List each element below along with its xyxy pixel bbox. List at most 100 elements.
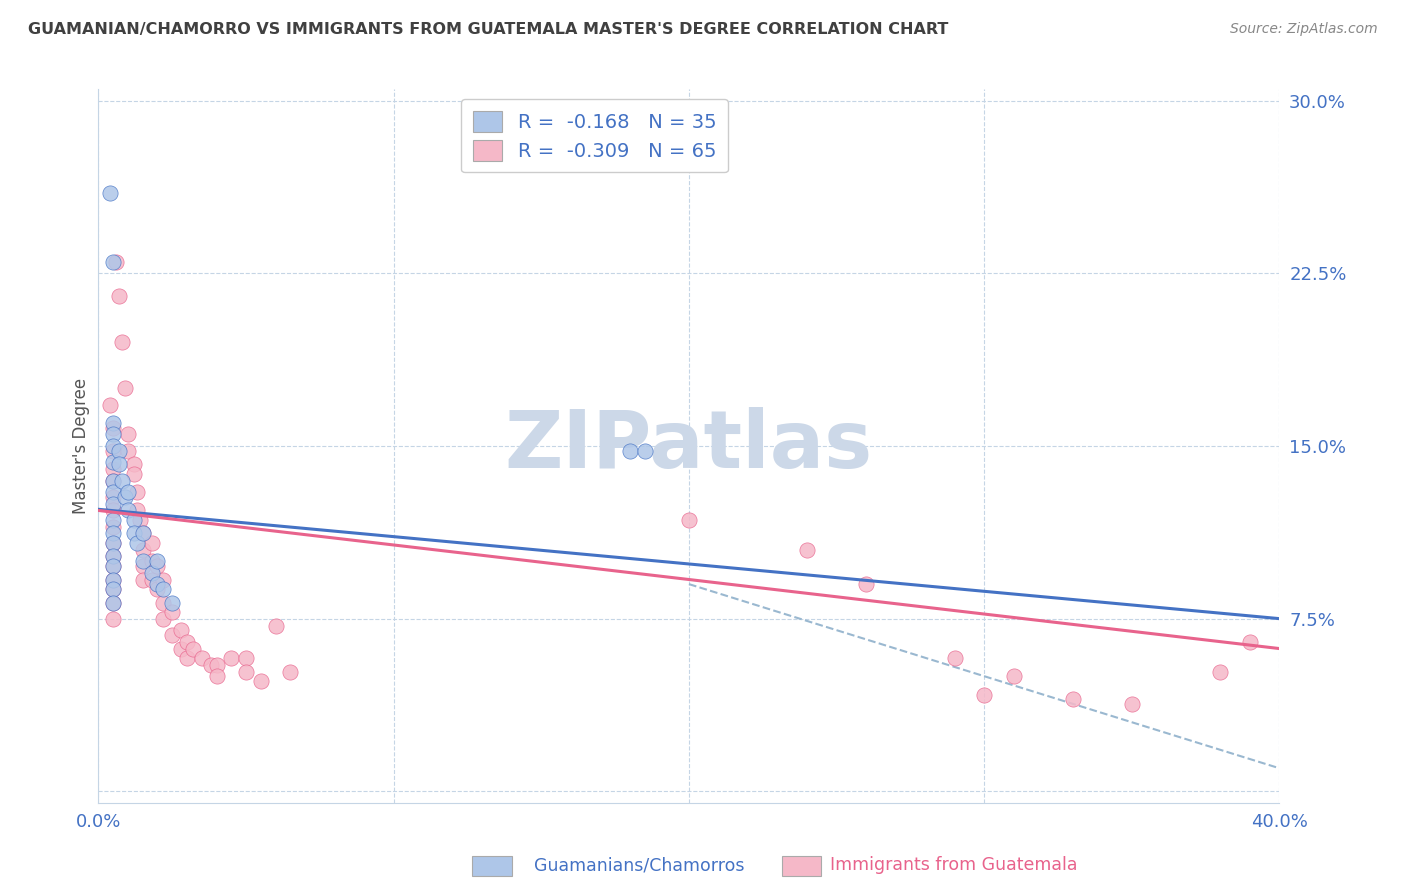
Point: [855, 577, 877, 591]
Point: [1002, 669, 1025, 683]
Point: [125, 535, 148, 549]
Point: [141, 554, 163, 568]
Point: [108, 289, 131, 303]
Point: [176, 634, 198, 648]
Point: [103, 443, 125, 458]
Point: [111, 335, 134, 350]
Point: [1121, 697, 1143, 711]
Point: [117, 427, 139, 442]
Point: [264, 618, 287, 632]
Point: [103, 558, 125, 573]
Point: [103, 513, 125, 527]
Point: [103, 455, 125, 469]
Point: [796, 542, 818, 557]
Point: [105, 255, 128, 269]
Point: [205, 669, 228, 683]
Point: [170, 641, 193, 656]
Point: [103, 420, 125, 434]
Point: [117, 443, 139, 458]
Point: [98, 398, 121, 412]
Point: [103, 573, 125, 587]
Point: [132, 558, 155, 573]
Point: [1209, 665, 1232, 679]
Point: [141, 566, 163, 580]
Point: [108, 443, 131, 458]
Point: [103, 612, 125, 626]
Point: [152, 573, 174, 587]
Point: [250, 673, 273, 688]
Point: [146, 554, 169, 568]
Point: [103, 549, 125, 564]
Point: [108, 458, 131, 472]
Point: [122, 513, 145, 527]
Point: [122, 467, 145, 481]
Text: GUAMANIAN/CHAMORRO VS IMMIGRANTS FROM GUATEMALA MASTER'S DEGREE CORRELATION CHAR: GUAMANIAN/CHAMORRO VS IMMIGRANTS FROM GU…: [28, 22, 949, 37]
Point: [170, 623, 193, 637]
Point: [111, 474, 134, 488]
Point: [146, 558, 169, 573]
Point: [103, 497, 125, 511]
Point: [205, 657, 228, 672]
Point: [103, 490, 125, 504]
Point: [103, 485, 125, 500]
Point: [103, 558, 125, 573]
Point: [114, 381, 136, 395]
Point: [125, 485, 148, 500]
Point: [103, 474, 125, 488]
Point: [181, 641, 204, 656]
Text: Immigrants from Guatemala: Immigrants from Guatemala: [830, 856, 1077, 874]
Point: [146, 582, 169, 596]
Text: Guamanians/Chamorros: Guamanians/Chamorros: [534, 856, 745, 874]
Point: [176, 650, 198, 665]
Point: [103, 503, 125, 517]
Point: [973, 688, 995, 702]
Point: [132, 526, 155, 541]
Point: [117, 485, 139, 500]
Point: [162, 595, 183, 609]
Point: [191, 650, 214, 665]
Point: [152, 582, 174, 596]
Text: ZIPatlas: ZIPatlas: [505, 407, 873, 485]
Point: [103, 582, 125, 596]
Point: [132, 554, 155, 568]
Point: [103, 416, 125, 430]
Point: [235, 650, 257, 665]
Point: [103, 549, 125, 564]
Point: [103, 535, 125, 549]
Point: [103, 427, 125, 442]
Legend: R =  -0.168   N = 35, R =  -0.309   N = 65: R = -0.168 N = 35, R = -0.309 N = 65: [461, 99, 728, 172]
Point: [125, 503, 148, 517]
Point: [103, 462, 125, 476]
Point: [619, 443, 641, 458]
Point: [103, 255, 125, 269]
Point: [132, 526, 155, 541]
Point: [678, 513, 700, 527]
Point: [200, 657, 222, 672]
Point: [162, 605, 183, 619]
Point: [103, 595, 125, 609]
Point: [141, 573, 163, 587]
Point: [103, 595, 125, 609]
Point: [103, 519, 125, 533]
Point: [132, 542, 155, 557]
Point: [114, 490, 136, 504]
Point: [128, 513, 150, 527]
Text: Source: ZipAtlas.com: Source: ZipAtlas.com: [1230, 22, 1378, 37]
Point: [103, 535, 125, 549]
Point: [132, 573, 155, 587]
Point: [103, 582, 125, 596]
Point: [103, 526, 125, 541]
Point: [943, 650, 966, 665]
Point: [633, 443, 655, 458]
Point: [122, 458, 145, 472]
Point: [235, 665, 257, 679]
Point: [122, 526, 145, 541]
Point: [1239, 634, 1261, 648]
Point: [141, 535, 163, 549]
Y-axis label: Master's Degree: Master's Degree: [72, 378, 90, 514]
Point: [152, 595, 174, 609]
Point: [162, 628, 183, 642]
Point: [98, 186, 121, 200]
Point: [117, 503, 139, 517]
Point: [219, 650, 242, 665]
